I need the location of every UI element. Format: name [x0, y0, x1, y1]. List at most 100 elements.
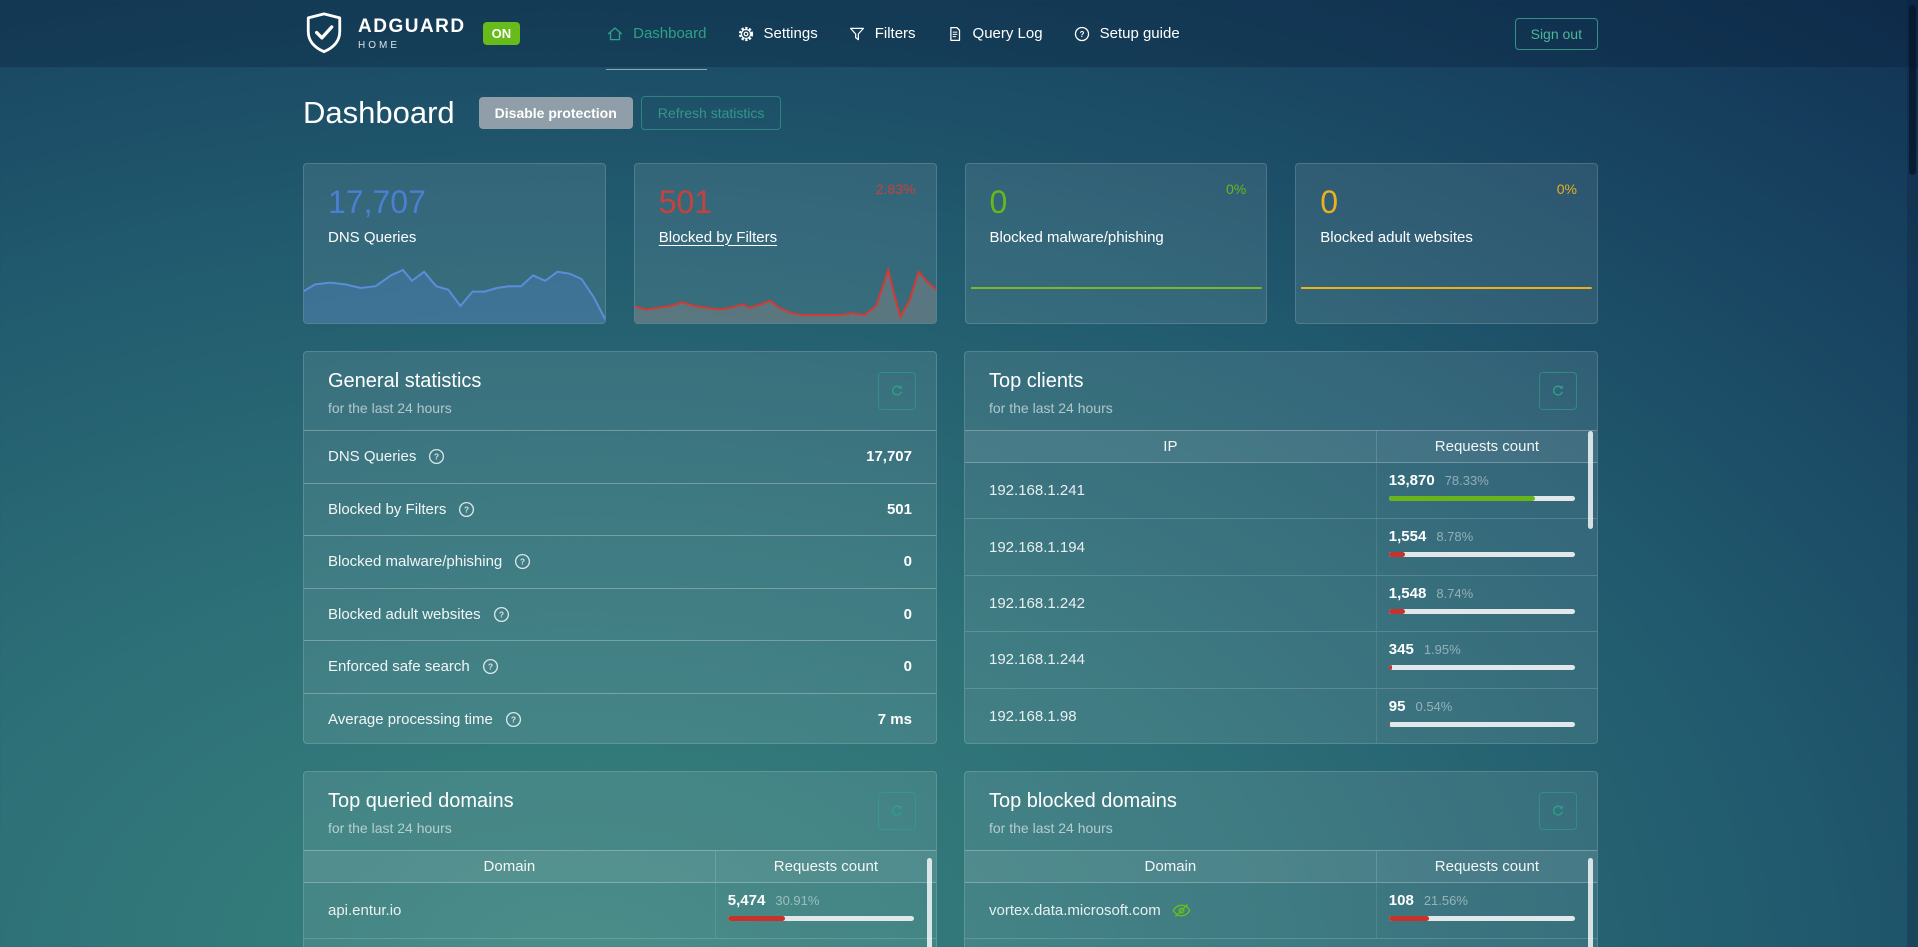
- progress-fill: [727, 916, 786, 921]
- count-line: 13,870 78.33%: [1389, 472, 1575, 489]
- refresh-panel-button[interactable]: [1539, 372, 1577, 410]
- refresh-panel-button[interactable]: [878, 372, 916, 410]
- gear-icon: [737, 25, 755, 43]
- page-title: Dashboard: [303, 95, 455, 130]
- nav-item-label: Dashboard: [633, 25, 707, 42]
- mini-chart: [965, 252, 1268, 324]
- stat-card: 17,707 DNS Queries: [303, 163, 606, 324]
- help-icon[interactable]: [513, 552, 532, 571]
- count-line: 5,474 30.91%: [728, 892, 914, 909]
- page-scrollbar[interactable]: [1907, 0, 1918, 947]
- top-clients-rows: 192.168.1.241 13,870 78.33%: [965, 463, 1597, 743]
- stat-row-label: Blocked malware/phishing: [328, 553, 503, 571]
- nav-item-label: Settings: [763, 25, 818, 42]
- home-icon: [606, 25, 624, 43]
- mini-chart: [303, 252, 605, 323]
- request-count: 345: [1388, 641, 1414, 659]
- refresh-icon: [889, 803, 905, 819]
- top-clients-panel: Top clients for the last 24 hours IP Req…: [964, 351, 1598, 744]
- panel-subtitle: for the last 24 hours: [328, 820, 452, 836]
- stat-row: Blocked by Filters 501: [304, 482, 936, 536]
- stat-card-label: DNS Queries: [328, 228, 417, 246]
- brand-subtitle: HOME: [358, 39, 400, 51]
- progress-fill: [1388, 552, 1406, 558]
- stat-row-label: Blocked by Filters: [328, 500, 447, 518]
- nav-item[interactable]: Dashboard: [606, 0, 707, 70]
- client-ip: 192.168.1.98: [989, 707, 1077, 725]
- table-row: 192.168.1.244 345 1.95%: [965, 632, 1597, 689]
- table-header: IP Requests count: [965, 430, 1597, 463]
- top-blocked-rows: vortex.data.microsoft.com 108 21.56%: [965, 883, 1597, 940]
- nav-item[interactable]: Query Log: [946, 0, 1043, 67]
- sign-out-button[interactable]: Sign out: [1514, 17, 1598, 50]
- stat-row-value: 0: [903, 605, 912, 623]
- stat-row-value: 7 ms: [877, 710, 912, 728]
- help-icon[interactable]: [481, 657, 500, 676]
- request-count: 13,870: [1388, 472, 1435, 489]
- progress-track: [1388, 552, 1575, 558]
- request-percent: 8.78%: [1436, 529, 1474, 545]
- stat-row: Blocked malware/phishing 0: [304, 535, 936, 588]
- count-line: 95 0.54%: [1389, 698, 1575, 715]
- table-scrollbar[interactable]: [1588, 431, 1593, 529]
- progress-fill: [1388, 608, 1406, 614]
- stat-cards-row: 17,707 DNS Queries 501 Blocked by Filter…: [303, 163, 1598, 324]
- domain-name: vortex.data.microsoft.com: [989, 902, 1161, 920]
- panel-subtitle: for the last 24 hours: [328, 400, 452, 416]
- panel-title: Top queried domains: [328, 790, 514, 812]
- stat-row-label: Enforced safe search: [328, 658, 470, 676]
- table-row: api.entur.io 5,474 30.91%: [304, 883, 936, 940]
- mini-chart: [634, 252, 936, 323]
- stat-card-percent: 0%: [1556, 181, 1577, 197]
- page-scrollbar-thumb[interactable]: [1909, 5, 1916, 175]
- table-scrollbar[interactable]: [1588, 858, 1593, 947]
- count-line: 108 21.56%: [1389, 892, 1575, 909]
- progress-fill: [1388, 916, 1429, 921]
- help-icon[interactable]: [457, 500, 476, 519]
- refresh-statistics-button[interactable]: Refresh statistics: [640, 96, 782, 130]
- nav-item-label: Query Log: [972, 25, 1043, 42]
- requests-cell: 108 21.56%: [1375, 883, 1597, 939]
- stat-card-label: Blocked malware/phishing: [989, 228, 1164, 246]
- progress-track: [1388, 916, 1575, 921]
- help-icon[interactable]: [492, 605, 511, 624]
- table-row: 192.168.1.242 1,548 8.74%: [965, 575, 1597, 633]
- request-percent: 30.91%: [775, 893, 820, 908]
- protection-on-badge: ON: [482, 22, 521, 45]
- nav-item[interactable]: Filters: [848, 0, 916, 67]
- refresh-panel-button[interactable]: [1539, 792, 1577, 830]
- refresh-panel-button[interactable]: [878, 792, 916, 830]
- general-stats-rows: DNS Queries 17,707 Blocked by Filters 50…: [304, 430, 936, 743]
- client-ip-cell: 192.168.1.241: [965, 463, 1376, 518]
- panel-title: General statistics: [328, 370, 482, 392]
- domain-cell: api.entur.io: [304, 883, 715, 938]
- stat-card-body: 0 Blocked adult websites: [1296, 164, 1597, 247]
- stat-card: 0 Blocked malware/phishing 0%: [964, 163, 1268, 324]
- help-icon[interactable]: [504, 710, 523, 729]
- disable-protection-button[interactable]: Disable protection: [478, 97, 633, 129]
- panel-title: Top clients: [989, 370, 1084, 392]
- tracker-blocked-icon: [1171, 900, 1192, 921]
- client-ip-cell: 192.168.1.244: [965, 632, 1376, 687]
- nav-item[interactable]: Settings: [737, 0, 818, 67]
- panel-title: Top blocked domains: [989, 790, 1177, 812]
- stat-row-label: DNS Queries: [328, 448, 417, 466]
- nav-item-label: Filters: [874, 25, 916, 42]
- nav-item[interactable]: Setup guide: [1073, 0, 1180, 67]
- request-percent: 0.54%: [1415, 698, 1453, 714]
- table-row: vortex.data.microsoft.com 108 21.56%: [965, 883, 1597, 940]
- stat-card: 501 Blocked by Filters 2.83%: [633, 163, 937, 324]
- table-scrollbar[interactable]: [927, 858, 932, 947]
- client-ip: 192.168.1.194: [989, 538, 1085, 556]
- brand-name: ADGUARD: [358, 15, 466, 37]
- page-head: Dashboard Disable protection Refresh sta…: [303, 93, 1598, 133]
- stat-card-percent: 2.83%: [875, 181, 916, 197]
- help-icon[interactable]: [427, 447, 446, 466]
- main-nav: Dashboard Settings Filters Query Log: [606, 0, 1180, 70]
- stat-card-value: 0: [1320, 184, 1339, 220]
- request-percent: 78.33%: [1444, 473, 1489, 488]
- stat-card-value: 501: [658, 184, 713, 220]
- request-count: 5,474: [727, 892, 766, 909]
- progress-fill: [1388, 496, 1535, 501]
- panel-subtitle: for the last 24 hours: [989, 820, 1113, 836]
